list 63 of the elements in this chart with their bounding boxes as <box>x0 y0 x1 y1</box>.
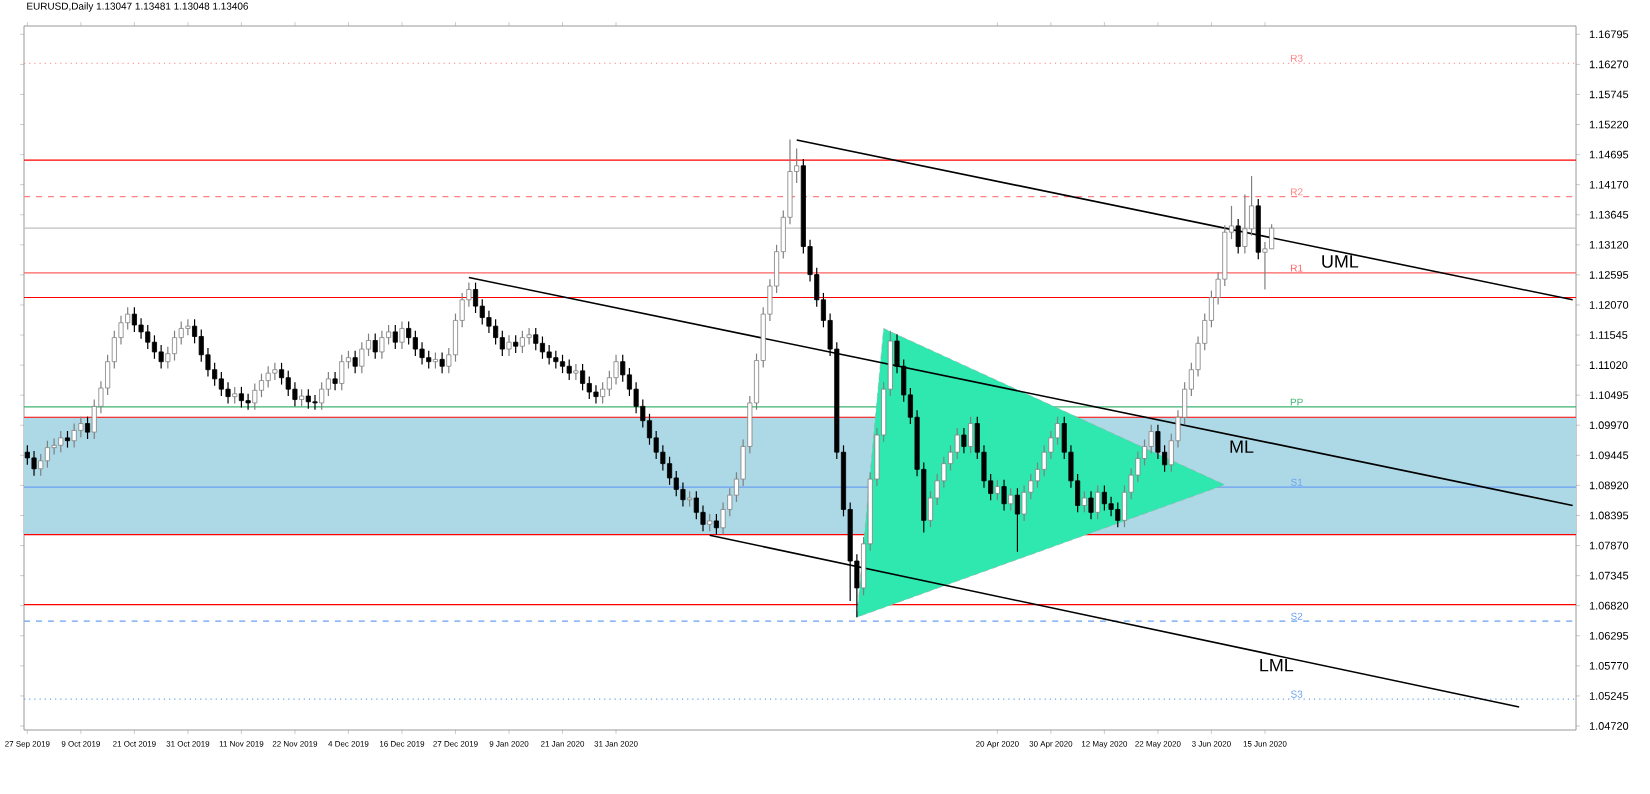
candlestick <box>493 318 499 346</box>
candlestick <box>600 381 606 405</box>
candlestick <box>312 394 318 411</box>
candlestick <box>439 351 445 374</box>
candlestick <box>392 324 398 350</box>
candlestick <box>406 320 412 346</box>
candlestick <box>258 373 265 398</box>
candlestick <box>533 327 539 351</box>
candlestick <box>506 334 512 357</box>
candlestick <box>1001 479 1007 512</box>
candlestick <box>519 330 525 354</box>
candlestick <box>372 333 378 360</box>
candlestick <box>559 354 566 374</box>
candlestick <box>305 388 311 410</box>
candlestick <box>1095 484 1101 520</box>
candlestick <box>566 358 572 381</box>
candlestick <box>325 371 331 397</box>
candlestick <box>352 350 358 374</box>
candlestick <box>1101 484 1107 512</box>
candlestick <box>1088 490 1094 520</box>
candlestick <box>85 416 91 440</box>
candlestick <box>399 320 405 350</box>
candlestick <box>131 306 137 333</box>
series-label: UML <box>1322 255 1359 268</box>
candlestick <box>238 386 244 409</box>
candlestick <box>1115 501 1121 528</box>
candlestick <box>71 422 77 449</box>
candlestick <box>499 330 505 357</box>
candlestick <box>1014 487 1020 553</box>
candlestick <box>265 365 271 389</box>
candlestick <box>279 362 285 386</box>
candlestick <box>58 430 64 453</box>
candlestick <box>185 318 191 336</box>
candlestick <box>473 282 479 314</box>
candlestick <box>359 341 365 374</box>
candlestick <box>1008 487 1014 512</box>
series-label: LML <box>1260 658 1294 672</box>
candlestick <box>526 327 532 346</box>
candlestick <box>339 354 345 391</box>
candlestick <box>580 363 586 391</box>
candlestick <box>218 371 224 397</box>
candlestick <box>593 384 599 405</box>
candlestick <box>646 413 653 446</box>
series-label: ML <box>1230 440 1254 453</box>
candlestick <box>994 479 1000 501</box>
candlestick <box>546 344 552 366</box>
candlestick <box>319 381 325 411</box>
candlestick <box>573 363 579 381</box>
candlestick <box>539 335 545 360</box>
candlestick <box>332 371 338 391</box>
candlestick <box>961 427 967 454</box>
candlestick <box>31 450 37 477</box>
candlestick <box>171 330 178 362</box>
candlestick <box>44 440 50 469</box>
candlestick <box>412 330 418 357</box>
candlestick <box>1255 198 1261 260</box>
candlestick <box>1081 490 1087 513</box>
candlestick <box>968 416 974 454</box>
candlestick <box>252 382 258 411</box>
candlestick <box>272 362 278 381</box>
candlestick <box>379 330 385 360</box>
candlestick <box>245 393 251 411</box>
candlestick <box>1235 218 1241 255</box>
